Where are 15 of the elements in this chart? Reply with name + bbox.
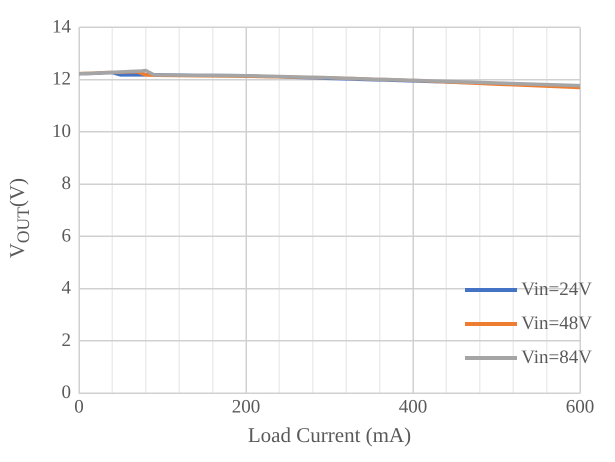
legend-label: Vin=24V: [521, 279, 592, 301]
y-tick-label: 8: [62, 173, 71, 194]
legend-label: Vin=84V: [521, 347, 592, 369]
y-tick-label: 14: [52, 16, 72, 38]
y-tick-label: 12: [52, 68, 71, 90]
y-tick-label: 0: [62, 382, 71, 403]
legend-label: Vin=48V: [521, 313, 592, 335]
y-tick-label: 4: [62, 278, 72, 299]
y-tick-label: 2: [62, 330, 71, 351]
y-tick-label: 10: [52, 120, 71, 142]
x-tick-label: 400: [398, 396, 428, 418]
x-axis-title: Load Current (mA): [248, 422, 412, 447]
x-tick-label: 200: [232, 396, 260, 418]
x-tick-label: 600: [566, 396, 594, 418]
y-tick-label: 6: [62, 225, 71, 246]
